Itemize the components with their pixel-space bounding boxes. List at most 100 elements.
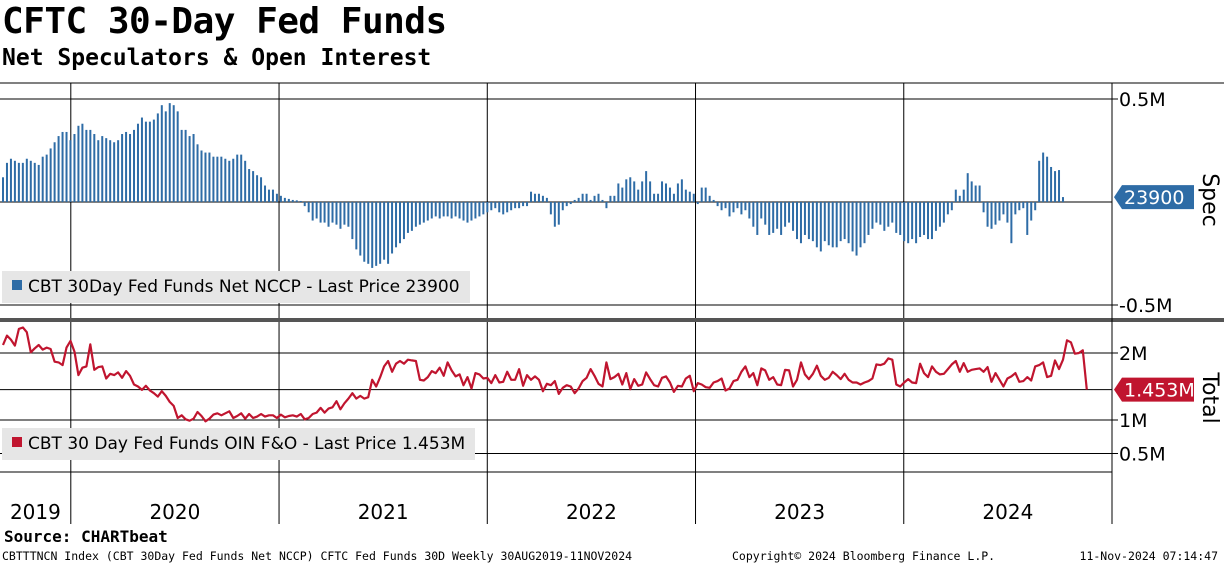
spec-bar bbox=[1054, 171, 1057, 202]
spec-bar bbox=[518, 202, 521, 209]
x-tick-label: 2024 bbox=[982, 500, 1033, 524]
spec-bar bbox=[37, 164, 40, 202]
spec-bar bbox=[85, 129, 88, 202]
spec-bar bbox=[823, 202, 826, 242]
spec-bar bbox=[728, 202, 731, 217]
spec-bar bbox=[605, 202, 608, 209]
spec-bar bbox=[621, 187, 624, 202]
spec-bar bbox=[748, 202, 751, 219]
spec-bar bbox=[994, 202, 997, 225]
spec-bar bbox=[240, 154, 243, 202]
total-legend: CBT 30 Day Fed Funds OIN F&O - Last Pric… bbox=[2, 428, 476, 460]
spec-bar bbox=[589, 199, 592, 202]
spec-bar bbox=[395, 202, 398, 248]
spec-bar bbox=[756, 202, 759, 235]
x-tick-label: 2022 bbox=[566, 500, 617, 524]
spec-bar bbox=[133, 129, 136, 202]
spec-bar bbox=[446, 202, 449, 217]
spec-bar bbox=[843, 202, 846, 240]
spec-bar bbox=[57, 136, 60, 202]
spec-bar bbox=[974, 185, 977, 202]
footer-copyright: Copyright© 2024 Bloomberg Finance L.P. bbox=[732, 549, 996, 563]
spec-bar bbox=[1061, 197, 1064, 202]
spec-bar bbox=[1050, 166, 1053, 202]
spec-bar bbox=[315, 202, 318, 219]
spec-bar bbox=[950, 202, 953, 211]
spec-bar bbox=[220, 156, 223, 202]
spec-bar bbox=[661, 181, 664, 202]
spec-bar bbox=[73, 134, 76, 202]
spec-bar bbox=[331, 202, 334, 223]
spec-last-value-flag bbox=[1114, 185, 1194, 210]
spec-bar bbox=[303, 202, 306, 207]
spec-bar bbox=[387, 202, 390, 264]
spec-bar bbox=[815, 202, 818, 248]
spec-bar bbox=[502, 202, 505, 215]
spec-bar bbox=[1030, 202, 1033, 221]
spec-bar bbox=[5, 162, 8, 202]
spec-bar bbox=[907, 202, 910, 244]
spec-bar bbox=[708, 195, 711, 202]
spec-bar bbox=[129, 134, 132, 202]
spec-bar bbox=[319, 202, 322, 223]
spec-bar bbox=[827, 202, 830, 246]
spec-bar bbox=[148, 121, 151, 202]
spec-bar bbox=[835, 202, 838, 248]
spec-bar bbox=[561, 202, 564, 211]
spec-bar bbox=[164, 111, 167, 202]
spec-bar bbox=[903, 202, 906, 242]
spec-bar bbox=[927, 202, 930, 240]
total-tick-label: 1M bbox=[1119, 410, 1147, 432]
spec-bar bbox=[125, 131, 128, 202]
total-line-series bbox=[1, 326, 1088, 423]
spec-bar bbox=[391, 202, 394, 254]
spec-bar bbox=[760, 202, 763, 219]
total-last-value-flag-label: 1.453M bbox=[1124, 380, 1195, 402]
spec-bar bbox=[438, 202, 441, 219]
spec-bar bbox=[466, 202, 469, 223]
spec-bar bbox=[700, 187, 703, 202]
spec-bar bbox=[684, 189, 687, 202]
spec-bar bbox=[224, 158, 227, 202]
spec-bar bbox=[77, 125, 80, 202]
spec-bar bbox=[414, 202, 417, 227]
spec-bar bbox=[744, 202, 747, 211]
spec-legend-swatch bbox=[12, 280, 22, 290]
spec-bar bbox=[740, 202, 743, 215]
spec-bar bbox=[367, 202, 370, 264]
x-tick-label: 2020 bbox=[149, 500, 200, 524]
spec-bar bbox=[930, 202, 933, 240]
spec-bar bbox=[625, 179, 628, 202]
spec-bar bbox=[768, 202, 771, 235]
spec-bar bbox=[915, 202, 918, 244]
chart-subtitle: Net Speculators & Open Interest bbox=[2, 45, 432, 71]
spec-bar bbox=[966, 173, 969, 202]
spec-bar bbox=[260, 177, 263, 202]
spec-bar bbox=[1014, 202, 1017, 215]
spec-bar bbox=[569, 202, 572, 205]
spec-bar bbox=[982, 202, 985, 213]
spec-last-value-flag-label: 23900 bbox=[1124, 187, 1184, 209]
spec-bar bbox=[152, 119, 155, 202]
spec-bar bbox=[688, 191, 691, 202]
spec-bar bbox=[696, 202, 699, 205]
x-tick-label: 2019 bbox=[10, 500, 61, 524]
spec-bar bbox=[244, 160, 247, 202]
panel-separator bbox=[0, 318, 1224, 322]
spec-bar bbox=[752, 202, 755, 227]
spec-bar bbox=[454, 202, 457, 217]
spec-bar bbox=[891, 202, 894, 223]
spec-bar bbox=[478, 202, 481, 217]
spec-bar bbox=[65, 131, 68, 202]
spec-bar bbox=[510, 202, 513, 211]
spec-bar bbox=[458, 202, 461, 219]
spec-bar bbox=[776, 202, 779, 229]
spec-bar bbox=[355, 202, 358, 250]
spec-bar bbox=[514, 202, 517, 209]
spec-bar bbox=[450, 202, 453, 219]
total-legend-swatch bbox=[12, 437, 22, 447]
spec-bar bbox=[522, 202, 525, 207]
spec-bar bbox=[160, 105, 163, 202]
spec-bar bbox=[256, 175, 259, 202]
spec-bar bbox=[593, 195, 596, 202]
